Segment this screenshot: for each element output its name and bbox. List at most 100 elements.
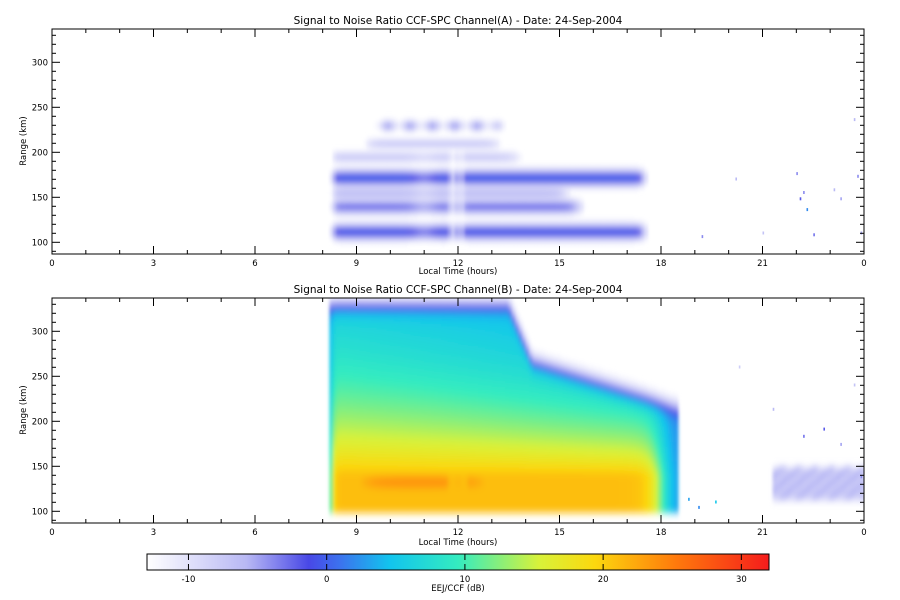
snr-cell bbox=[383, 234, 388, 237]
snr-cell bbox=[542, 207, 547, 210]
snr-cell bbox=[380, 212, 385, 215]
snr-cell bbox=[518, 210, 523, 214]
snr-cell bbox=[586, 185, 591, 188]
snr-cell bbox=[633, 237, 638, 241]
snr-cell bbox=[420, 153, 425, 156]
snr-cell bbox=[400, 192, 405, 196]
snr-cell bbox=[349, 210, 354, 214]
snr-cell bbox=[376, 169, 381, 172]
snr-cell bbox=[403, 225, 408, 228]
snr-cell bbox=[576, 167, 581, 170]
snr-cell bbox=[376, 126, 381, 129]
snr-cell bbox=[468, 140, 473, 143]
snr-cell bbox=[471, 192, 476, 196]
snr-cell bbox=[329, 425, 334, 429]
snr-cell bbox=[400, 221, 405, 224]
snr-cell bbox=[508, 160, 513, 163]
snr-cell bbox=[332, 335, 337, 339]
snr-cell bbox=[549, 210, 554, 214]
snr-cell bbox=[498, 200, 503, 203]
snr-cell bbox=[336, 348, 341, 351]
snr-cell bbox=[370, 176, 374, 179]
snr-cell bbox=[562, 173, 567, 176]
snr-cell bbox=[349, 189, 354, 192]
snr-cell bbox=[376, 165, 381, 169]
snr-cell bbox=[393, 207, 398, 210]
snr-cell bbox=[498, 228, 503, 232]
snr-cell bbox=[346, 223, 351, 226]
snr-cell bbox=[336, 353, 341, 357]
snr-cell bbox=[393, 146, 398, 149]
snr-cell bbox=[539, 165, 544, 169]
snr-cell bbox=[498, 173, 503, 176]
snr-cell bbox=[508, 205, 513, 208]
snr-cell bbox=[343, 339, 347, 342]
snr-cell bbox=[556, 221, 561, 224]
snr-cell bbox=[461, 128, 466, 131]
snr-cell bbox=[332, 451, 337, 454]
snr-cell bbox=[437, 227, 442, 230]
snr-cell bbox=[491, 225, 496, 228]
snr-cell bbox=[549, 180, 554, 183]
snr-cell bbox=[393, 214, 398, 217]
snr-cell bbox=[397, 239, 402, 242]
snr-cell bbox=[481, 236, 486, 239]
snr-cell bbox=[512, 239, 517, 242]
snr-cell bbox=[359, 207, 364, 210]
snr-cell bbox=[427, 232, 432, 235]
snr-cell bbox=[349, 173, 354, 176]
snr-cell bbox=[529, 182, 533, 185]
snr-cell bbox=[525, 203, 530, 206]
snr-cell bbox=[370, 209, 374, 212]
snr-cell bbox=[434, 191, 439, 194]
snr-cell bbox=[373, 173, 378, 176]
snr-cell bbox=[441, 232, 446, 235]
snr-cell bbox=[481, 234, 486, 237]
snr-cell bbox=[332, 508, 337, 511]
snr-cell bbox=[552, 227, 557, 230]
snr-cell bbox=[542, 232, 547, 235]
snr-cell bbox=[366, 201, 371, 205]
snr-cell bbox=[332, 305, 337, 308]
snr-cell bbox=[488, 146, 493, 149]
snr-cell bbox=[390, 173, 395, 176]
snr-cell bbox=[437, 191, 442, 194]
snr-cell bbox=[329, 456, 334, 459]
snr-cell bbox=[603, 241, 608, 244]
snr-cell bbox=[424, 144, 429, 147]
snr-cell bbox=[485, 198, 490, 201]
snr-cell bbox=[329, 438, 334, 441]
snr-cell bbox=[552, 182, 557, 185]
snr-cell bbox=[468, 187, 473, 190]
snr-cell bbox=[627, 241, 632, 244]
snr-cell bbox=[468, 155, 473, 158]
snr-cell bbox=[562, 219, 567, 223]
snr-cell bbox=[495, 223, 500, 226]
snr-cell bbox=[464, 142, 469, 145]
snr-cell bbox=[353, 241, 358, 244]
snr-cell bbox=[535, 171, 540, 174]
snr-cell bbox=[397, 185, 402, 188]
snr-cell bbox=[464, 138, 469, 142]
snr-cell bbox=[542, 194, 547, 197]
snr-cell bbox=[454, 234, 459, 237]
snr-cell bbox=[386, 122, 391, 125]
snr-cell bbox=[603, 221, 608, 224]
snr-cell bbox=[420, 223, 425, 226]
snr-cell bbox=[488, 178, 493, 181]
snr-cell bbox=[498, 225, 503, 228]
snr-cell bbox=[471, 241, 476, 244]
snr-cell bbox=[417, 191, 422, 194]
snr-cell bbox=[434, 142, 439, 145]
snr-cell bbox=[549, 223, 554, 226]
snr-cell bbox=[535, 219, 540, 223]
snr-cell bbox=[617, 178, 621, 181]
snr-cell bbox=[346, 182, 351, 185]
snr-cell bbox=[488, 144, 493, 147]
snr-cell bbox=[481, 138, 486, 142]
snr-cell bbox=[359, 173, 364, 176]
snr-cell bbox=[468, 234, 473, 237]
snr-cell bbox=[441, 155, 446, 158]
snr-cell bbox=[529, 228, 533, 232]
snr-cell bbox=[464, 205, 469, 208]
